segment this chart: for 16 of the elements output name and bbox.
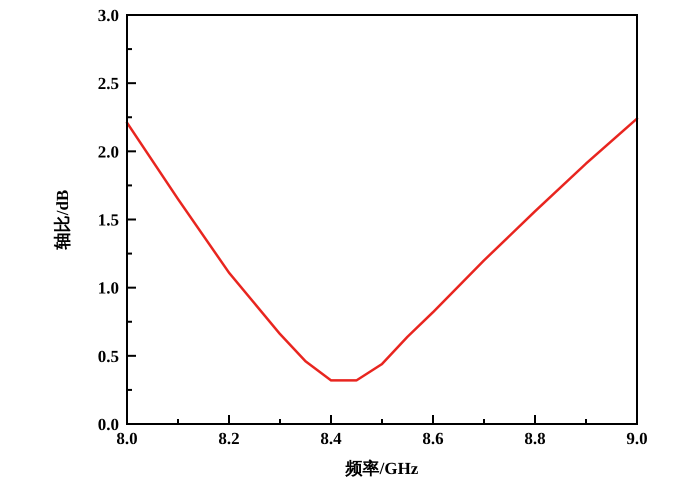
y-tick-label: 1.5	[98, 210, 119, 230]
line-series	[126, 117, 638, 382]
x-tick-label: 8.4	[320, 429, 342, 448]
x-tick-label: 9.0	[626, 429, 648, 448]
y-tick-label: 0.5	[98, 346, 119, 366]
y-tick-label: 2.0	[98, 142, 119, 162]
x-axis-title: 频率/GHz	[344, 459, 419, 478]
y-tick-label: 0.0	[98, 415, 119, 434]
x-tick-label: 8.8	[524, 429, 546, 448]
x-tick-label: 8.6	[422, 429, 444, 448]
y-tick-label: 2.5	[98, 74, 119, 94]
y-tick-label: 3.0	[98, 6, 119, 25]
x-tick-label: 8.2	[218, 429, 240, 448]
y-axis-title: 轴比/dB	[53, 190, 72, 250]
y-tick-label: 1.0	[98, 278, 119, 298]
x-tick-label: 8.0	[116, 429, 138, 448]
